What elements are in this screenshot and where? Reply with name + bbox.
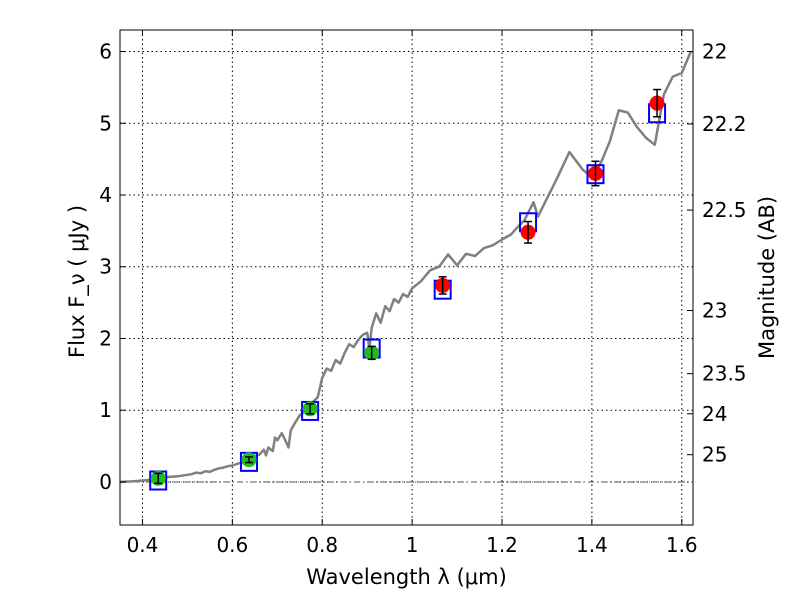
y-tick-label: 4: [99, 183, 112, 207]
y-tick-label: 1: [99, 398, 112, 422]
y-tick-label: 0: [99, 470, 112, 494]
x-axis-label: Wavelength λ (μm): [306, 565, 507, 589]
y-tick-label: 5: [99, 111, 112, 135]
grid: [120, 30, 693, 525]
y-axis-label: Flux F_ν ( μJy ): [65, 205, 90, 358]
x-tick-label: 1.6: [666, 533, 698, 557]
template-spectrum-line: [119, 51, 692, 484]
y-tick-label: 2: [99, 326, 112, 350]
x-tick-label: 0.4: [127, 533, 159, 557]
y2-axis-label: Magnitude (AB): [755, 196, 779, 359]
y-tick-label: 6: [99, 40, 112, 64]
y2-tick-label: 25: [702, 443, 727, 467]
y2-tick-label: 24: [702, 402, 727, 426]
x-tick-label: 1.4: [576, 533, 608, 557]
x-tick-label: 1.2: [486, 533, 518, 557]
observed-photometry: [150, 88, 665, 486]
y2-tick-label: 22: [702, 40, 727, 64]
y-tick-label: 3: [99, 255, 112, 279]
x-tick-label: 1: [406, 533, 419, 557]
template-spectrum: [119, 51, 692, 484]
plot-frame: [119, 29, 694, 526]
x-tick-label: 0.8: [306, 533, 338, 557]
y2-tick-label: 23: [702, 299, 727, 323]
y2-tick-label: 23.5: [702, 362, 747, 386]
x-tick-label: 0.6: [216, 533, 248, 557]
y2-tick-label: 22.2: [702, 112, 747, 136]
y2-tick-label: 22.5: [702, 198, 747, 222]
